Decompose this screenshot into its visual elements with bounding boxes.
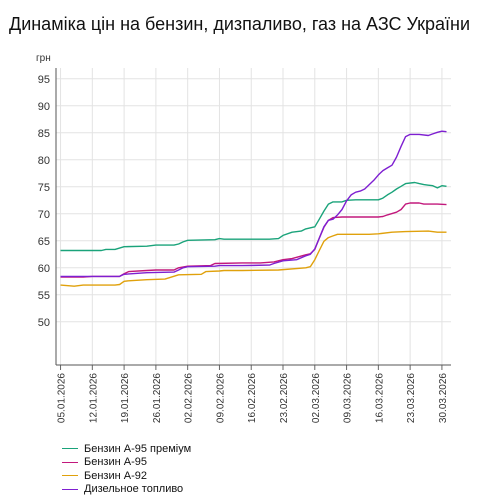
legend-swatch — [62, 475, 78, 477]
x-tick-label: 26.01.2026 — [152, 373, 163, 423]
series-line-1 — [60, 181, 447, 252]
x-tick-label: 12.01.2026 — [88, 373, 99, 423]
legend-label: Бензин А-95 — [84, 456, 147, 469]
x-tick-label: 23.02.2026 — [279, 373, 290, 423]
x-tick-label: 02.03.2026 — [311, 373, 322, 423]
chart-title: Динаміка цін на бензин, дизпаливо, газ н… — [9, 14, 471, 34]
legend-item: Дизельное топливо — [62, 483, 191, 497]
x-tick-label: 09.02.2026 — [215, 373, 226, 423]
y-tick-label: 65 — [38, 236, 50, 248]
x-tick-label: 16.02.2026 — [247, 373, 258, 423]
y-tick-label: 60 — [38, 263, 50, 275]
legend-label: Дизельное топливо — [84, 483, 184, 496]
x-tick-label: 02.02.2026 — [184, 373, 195, 423]
legend-item: Бензин А-95 преміум — [62, 442, 191, 456]
y-tick-label: 85 — [38, 128, 50, 140]
x-tick-label: 19.01.2026 — [120, 373, 131, 423]
x-tick-label: 16.03.2026 — [374, 373, 385, 423]
y-tick-label: 75 — [38, 182, 50, 194]
series-line-4 — [60, 130, 447, 278]
legend-swatch — [62, 488, 78, 490]
legend-label: Бензин А-92 — [84, 469, 147, 482]
legend-swatch — [62, 448, 78, 450]
x-tick-label: 30.03.2026 — [438, 373, 449, 423]
legend-label: Бензин А-95 преміум — [84, 442, 192, 455]
y-tick-label: 90 — [38, 101, 50, 113]
legend-item: Бензин А-92 — [62, 469, 191, 483]
x-tick-label: 23.03.2026 — [406, 373, 417, 423]
y-axis-label: грн — [36, 53, 51, 64]
chart-legend: Бензин А-95 преміум Бензин А-95 Бензин А-9… — [62, 442, 191, 496]
y-tick-label: 95 — [38, 74, 50, 86]
price-line-chart: 50 55 60 65 70 75 80 85 90 95 грн 05.01.2026 12.01.2… — [36, 53, 451, 423]
legend-item: Бензин А-95 — [62, 456, 191, 470]
series-line-2 — [60, 202, 447, 278]
x-tick-label: 09.03.2026 — [343, 373, 354, 423]
y-tick-label: 70 — [38, 209, 50, 221]
series-line-3 — [60, 230, 447, 287]
x-tick-label: 05.01.2026 — [57, 373, 68, 423]
y-tick-label: 55 — [38, 290, 50, 302]
y-tick-label: 50 — [38, 317, 50, 329]
legend-swatch — [62, 461, 78, 463]
y-tick-label: 80 — [38, 155, 50, 167]
